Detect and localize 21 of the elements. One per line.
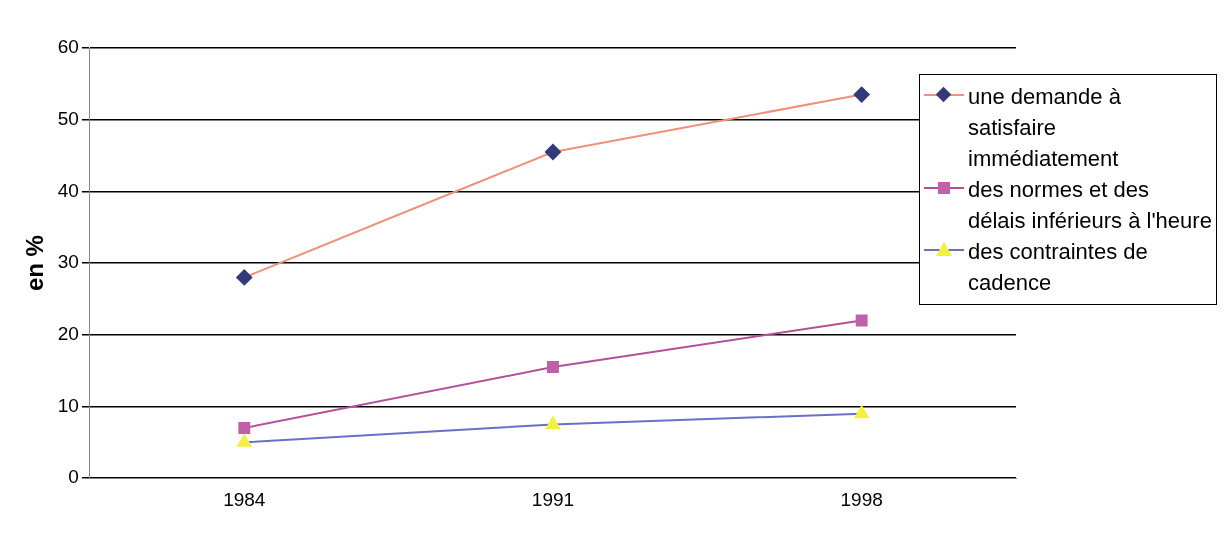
point [238, 422, 251, 434]
legend-label: des contraintes de cadence [968, 238, 1149, 297]
point [545, 416, 561, 429]
point [236, 269, 253, 286]
point [547, 361, 559, 374]
y-tick-label: 20 [57, 323, 79, 345]
y-tick-label: 40 [57, 179, 79, 201]
y-tick-label: 60 [57, 36, 79, 58]
point [544, 143, 561, 160]
y-tick-label: 0 [68, 466, 79, 488]
y-tick-label: 30 [57, 251, 79, 273]
x-tick-label: 1984 [223, 488, 266, 510]
point [855, 314, 868, 327]
y-axis-title: en % [21, 235, 49, 292]
y-tick-label: 50 [57, 107, 79, 129]
point [854, 405, 869, 419]
y-tick-label: 10 [57, 394, 79, 416]
point [237, 434, 252, 447]
x-tick-label: 1991 [531, 488, 575, 510]
x-tick-label: 1998 [840, 488, 883, 510]
point [853, 86, 870, 103]
